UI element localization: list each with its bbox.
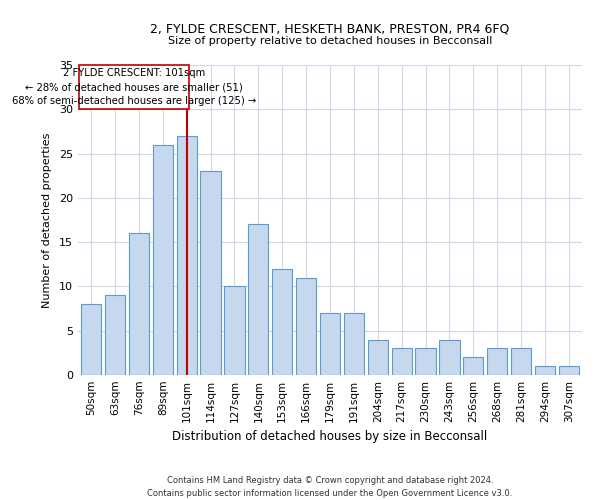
Bar [344, 313, 364, 375]
Bar [535, 366, 555, 375]
Bar [200, 172, 221, 375]
Text: 2, FYLDE CRESCENT, HESKETH BANK, PRESTON, PR4 6FQ: 2, FYLDE CRESCENT, HESKETH BANK, PRESTON… [151, 22, 509, 36]
Bar [392, 348, 412, 375]
Bar [463, 358, 484, 375]
Bar [224, 286, 245, 375]
Text: Contains HM Land Registry data © Crown copyright and database right 2024.
Contai: Contains HM Land Registry data © Crown c… [148, 476, 512, 498]
X-axis label: Distribution of detached houses by size in Becconsall: Distribution of detached houses by size … [172, 430, 488, 444]
Bar [152, 144, 173, 375]
Bar [105, 296, 125, 375]
Y-axis label: Number of detached properties: Number of detached properties [42, 132, 52, 308]
Bar [559, 366, 579, 375]
Bar [248, 224, 268, 375]
Bar [81, 304, 101, 375]
Bar [368, 340, 388, 375]
Text: Size of property relative to detached houses in Becconsall: Size of property relative to detached ho… [168, 36, 492, 46]
Bar [176, 136, 197, 375]
Bar [511, 348, 531, 375]
Bar [272, 268, 292, 375]
FancyBboxPatch shape [79, 65, 189, 110]
Text: 2 FYLDE CRESCENT: 101sqm
← 28% of detached houses are smaller (51)
68% of semi-d: 2 FYLDE CRESCENT: 101sqm ← 28% of detach… [12, 68, 256, 106]
Bar [439, 340, 460, 375]
Bar [487, 348, 508, 375]
Bar [320, 313, 340, 375]
Bar [415, 348, 436, 375]
Bar [296, 278, 316, 375]
Bar [129, 234, 149, 375]
